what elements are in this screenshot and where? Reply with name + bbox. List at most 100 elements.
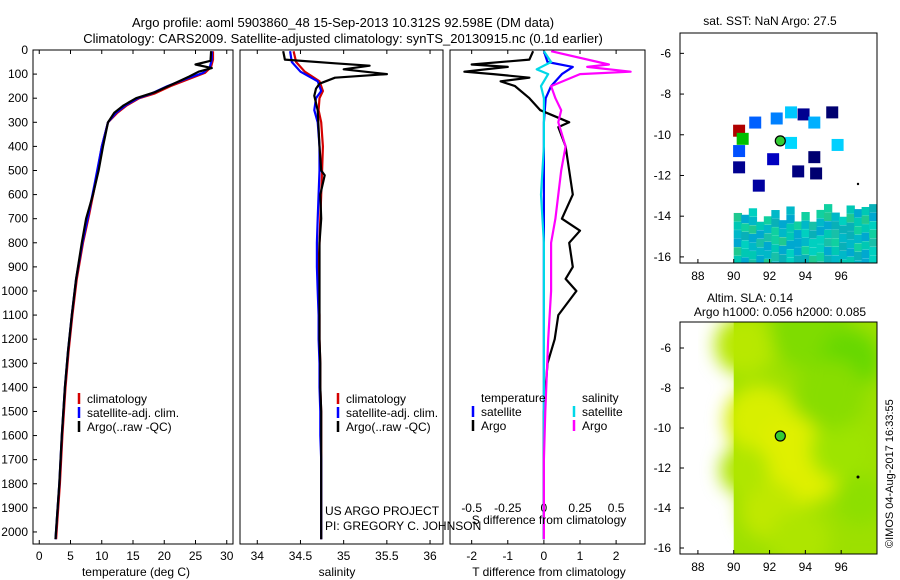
sst-cell	[869, 229, 877, 239]
sst-cell	[748, 216, 758, 226]
sst-cell	[808, 238, 818, 248]
sst-cell	[733, 230, 743, 239]
sst-cell	[808, 247, 818, 256]
sst-cell	[839, 225, 848, 234]
sst-cell	[748, 208, 758, 217]
sst-cell	[808, 151, 821, 164]
sst-cell	[733, 212, 743, 222]
sst-cell	[801, 237, 810, 247]
sst-cell	[839, 242, 848, 251]
sla-map-title-line2: Argo h1000: 0.056 h2000: 0.085	[694, 305, 866, 319]
sst-cell	[816, 252, 825, 262]
series-line-satellite-adj-clim-	[54, 51, 213, 540]
legend-label: Argo(..raw -QC)	[87, 420, 172, 434]
sst-cell	[816, 244, 825, 253]
x-tick-label: 35.5	[375, 549, 399, 563]
sst-cell	[756, 247, 765, 256]
sst-cell	[823, 204, 833, 213]
sst-cell	[792, 165, 805, 178]
sst-cell	[831, 255, 840, 263]
sst-cell	[854, 234, 863, 244]
difference-panel: -2 -1 0 1 2 -0.5 -0.25 0 0.25 0.5 S difference f…	[449, 49, 646, 579]
sst-cell	[793, 230, 803, 239]
sla-field	[715, 322, 877, 554]
sst-cell	[861, 206, 870, 216]
y-tick-label: 1200	[1, 332, 28, 346]
sla-anomaly	[795, 360, 865, 430]
y-tick-label: 1700	[1, 453, 28, 467]
figure-title-line2: Climatology: CARS2009. Satellite-adjuste…	[83, 31, 603, 46]
sla-map-panel: Altim. SLA: 0.14 Argo h1000: 0.056 h2000…	[654, 291, 878, 574]
sst-cell	[786, 240, 795, 250]
sst-cell	[786, 249, 795, 258]
sst-cell	[733, 247, 743, 256]
y-tick-label: 200	[8, 91, 28, 105]
map-y-tick-label: -8	[660, 87, 671, 101]
sla-float-marker	[774, 430, 860, 479]
x-tick-label: -2	[466, 549, 477, 563]
sst-cell	[839, 259, 848, 263]
y-tick-label: 100	[8, 67, 28, 81]
sst-cell	[763, 250, 773, 259]
sst-cell	[801, 212, 810, 221]
map-y-tick-label: -12	[654, 168, 672, 182]
track-point	[856, 182, 860, 186]
track-point	[856, 475, 860, 479]
sst-cell	[748, 259, 758, 263]
sst-cell	[823, 238, 833, 247]
sst-map-frame	[679, 32, 878, 264]
sst-cell	[854, 251, 863, 261]
sst-cell	[733, 238, 743, 248]
map-y-tick-label: -16	[654, 250, 672, 264]
sst-map-panel: sat. SST: NaN Argo: 27.5 88 90 92 94 96 -6 -8 -…	[654, 14, 878, 283]
y-tick-label: 900	[8, 260, 28, 274]
y-tick-label: 1600	[1, 429, 28, 443]
y-tick-label: 1400	[1, 380, 28, 394]
y-tick-label: 400	[8, 139, 28, 153]
sst-cell	[831, 138, 844, 151]
map-x-tick-label: 94	[799, 269, 813, 283]
x-tick-label: 30	[220, 549, 234, 563]
map-x-tick-label: 90	[727, 560, 741, 574]
sst-cell	[816, 209, 825, 219]
legend-label: Argo	[481, 419, 507, 433]
sst-cell	[831, 246, 840, 256]
sst-cell	[786, 215, 795, 224]
sla-anomaly	[720, 445, 770, 495]
y-tick-label: 1900	[1, 501, 28, 515]
sst-cell	[748, 225, 758, 234]
sst-cell	[778, 245, 788, 255]
legend-label: climatology	[346, 392, 406, 406]
legend-label: Argo(..raw -QC)	[346, 420, 431, 434]
salinity-profile-lines	[282, 50, 388, 540]
s-tick-label: -0.25	[494, 501, 522, 515]
sst-cell	[839, 216, 848, 226]
map-y-tick-label: -16	[654, 541, 672, 555]
map-x-tick-label: 88	[691, 560, 705, 574]
y-tick-label: 0	[21, 43, 28, 57]
sst-cell	[846, 222, 855, 231]
y-tick-label: 500	[8, 163, 28, 177]
sst-cell	[861, 249, 870, 259]
sst-cell	[861, 258, 870, 263]
sst-cell	[763, 259, 773, 263]
y-tick-label: 700	[8, 212, 28, 226]
x-tick-label: 2	[613, 549, 620, 563]
sst-cell	[763, 241, 773, 251]
sst-cell	[816, 261, 825, 263]
sla-anomaly	[835, 475, 877, 525]
difference-legend: temperature salinitysatelliteArgosatellit…	[471, 391, 623, 433]
map-x-tick-label: 96	[835, 269, 849, 283]
float-position-marker	[774, 430, 786, 442]
sst-cell	[869, 238, 877, 247]
sst-cell	[741, 231, 750, 241]
sst-cell	[771, 252, 780, 262]
sla-map-tick-labels: 88 90 92 94 96 -6 -8 -10 -12 -14 -16	[654, 341, 849, 574]
sst-cell	[733, 255, 743, 263]
y-tick-label: 300	[8, 115, 28, 129]
sla-anomaly	[715, 322, 775, 375]
legend-label: satellite-adj. clim.	[87, 406, 179, 420]
